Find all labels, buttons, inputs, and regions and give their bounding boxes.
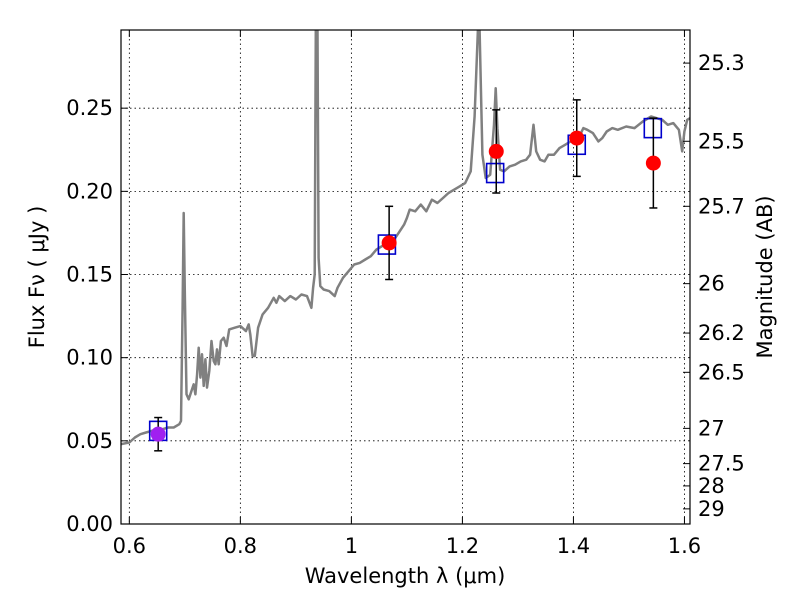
observed-flux-point <box>150 426 166 442</box>
y-tick-label: 0.20 <box>66 179 113 203</box>
observed-flux-point <box>381 235 397 251</box>
observed-flux-point <box>488 143 504 159</box>
y-tick-label: 0.00 <box>66 512 113 536</box>
y2-axis-label: Magnitude (AB) <box>753 195 777 358</box>
x-axis-label: Wavelength λ (μm) <box>305 564 506 588</box>
x-tick-label: 0.8 <box>224 534 257 558</box>
y2-tick-label: 25.7 <box>698 194 745 218</box>
y2-tick-label: 25.5 <box>698 129 745 153</box>
y-tick-label: 0.10 <box>66 346 113 370</box>
observed-flux-point <box>569 130 585 146</box>
x-tick-label: 1.4 <box>557 534 590 558</box>
y2-tick-label: 27.5 <box>698 452 745 476</box>
plot-frame <box>120 29 691 525</box>
x-tick-label: 0.6 <box>113 534 146 558</box>
observed-flux-point <box>645 155 661 171</box>
x-tick-label: 1.2 <box>446 534 479 558</box>
y-tick-label: 0.15 <box>66 263 113 287</box>
model-photometry-square <box>485 162 505 184</box>
y2-tick-label: 28 <box>698 474 725 498</box>
axis-ticks: 0.6 0.8 1 1.2 1.4 1.6 0.00 0.05 0.10 0.15 0.20 0.25… <box>66 30 745 558</box>
x-tick-label: 1.6 <box>668 534 701 558</box>
y2-tick-label: 26.5 <box>698 360 745 384</box>
x-tick-label: 1 <box>345 534 358 558</box>
y-tick-label: 0.05 <box>66 429 113 453</box>
y2-tick-label: 25.3 <box>698 51 745 75</box>
spectrum-line <box>121 30 690 446</box>
grid-lines <box>121 30 690 525</box>
y2-tick-label: 26.2 <box>698 321 745 345</box>
y-tick-label: 0.25 <box>66 96 113 120</box>
y2-tick-label: 29 <box>698 497 725 521</box>
y2-tick-label: 26 <box>698 272 725 296</box>
y2-tick-label: 27 <box>698 416 725 440</box>
y-axis-label: Flux Fν ( μJy ) <box>25 206 49 349</box>
plot-area <box>121 30 690 452</box>
